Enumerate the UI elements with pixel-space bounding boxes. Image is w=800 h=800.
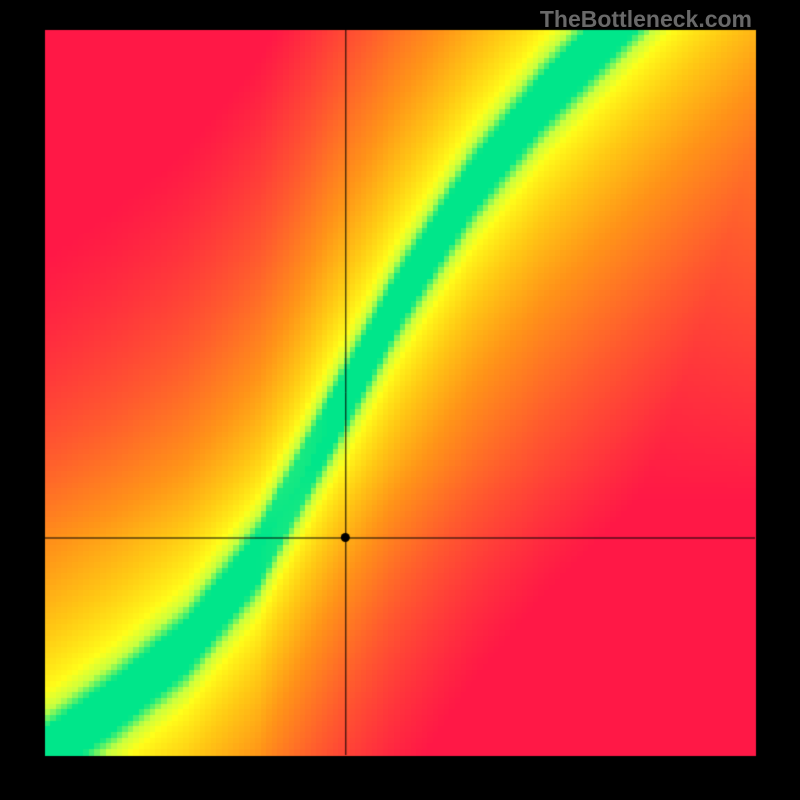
watermark-text: TheBottleneck.com [540,6,752,33]
chart-container: TheBottleneck.com [0,0,800,800]
heatmap-canvas [0,0,800,800]
